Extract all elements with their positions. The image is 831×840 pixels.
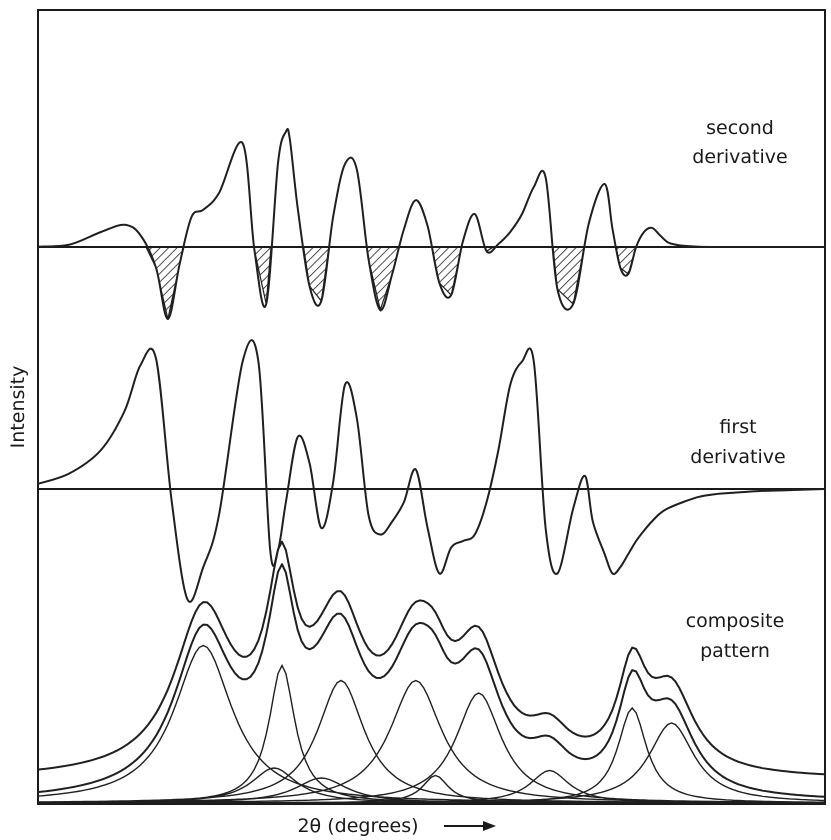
component-peak	[38, 706, 825, 804]
first-derivative-panel	[37, 339, 826, 603]
second-derivative-curve	[37, 127, 826, 321]
composite-pattern-label: composite pattern	[686, 610, 785, 662]
first-derivative-curve	[37, 339, 826, 603]
first-derivative-label-line2: derivative	[690, 446, 785, 468]
first-derivative-label-line1: first	[719, 416, 756, 438]
component-peak	[37, 644, 825, 804]
composite-pattern-label-line1: composite	[686, 610, 785, 632]
second-derivative-label-line1: second	[706, 117, 774, 139]
composite-pattern-panel	[37, 540, 826, 804]
second-derivative-label: second derivative	[692, 117, 787, 168]
component-peak	[37, 679, 825, 803]
composite-pattern-label-line2: pattern	[700, 640, 770, 662]
composite-pattern-upper-curve	[37, 540, 826, 776]
second-derivative-label-line2: derivative	[692, 146, 787, 168]
component-peak	[38, 769, 825, 804]
first-derivative-label: first derivative	[690, 416, 785, 468]
composite-pattern-curve	[37, 563, 826, 798]
component-peak	[38, 692, 825, 804]
component-peak	[38, 679, 825, 804]
y-axis-label: Intensity	[7, 366, 29, 449]
plot-frame	[37, 9, 826, 805]
x-axis-arrow-icon	[444, 821, 496, 831]
x-axis-label: 2θ (degrees)	[297, 815, 418, 837]
second-derivative-panel	[37, 127, 826, 321]
